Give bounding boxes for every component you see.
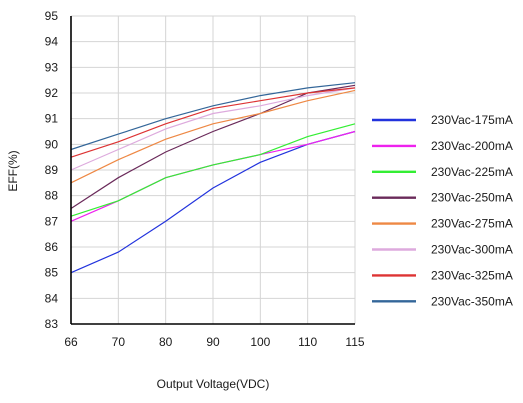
legend-label: 230Vac-225mA: [431, 165, 513, 179]
series-line-230vac-300ma: [70, 87, 356, 171]
y-tick-label: 87: [45, 214, 59, 228]
legend-item: 230Vac-325mA: [372, 268, 513, 282]
series-layer: [70, 82, 356, 274]
x-tick-label: 110: [298, 335, 317, 349]
legend-label: 230Vac-175mA: [431, 113, 513, 127]
y-tick-label: 83: [45, 317, 59, 331]
legend-item: 230Vac-200mA: [372, 139, 513, 153]
legend-label: 230Vac-350mA: [431, 294, 513, 308]
x-tick-label: 115: [345, 335, 364, 349]
x-tick-label: 80: [159, 335, 173, 349]
legend-label: 230Vac-325mA: [431, 268, 513, 282]
x-axis-title: Output Voltage(VDC): [157, 377, 270, 391]
grid-layer: [70, 15, 356, 325]
series-line-230vac-350ma: [70, 82, 356, 151]
x-tick-label: 100: [250, 335, 270, 349]
y-tick-label: 86: [45, 240, 59, 254]
legend-item: 230Vac-175mA: [372, 113, 513, 127]
legend-label: 230Vac-275mA: [431, 217, 513, 231]
legend-item: 230Vac-250mA: [372, 191, 513, 205]
series-line-230vac-225ma: [70, 123, 356, 217]
y-axis-title: EFF(%): [6, 150, 20, 191]
y-tick-label: 94: [45, 35, 59, 49]
x-tick-label: 70: [112, 335, 126, 349]
series-line-230vac-275ma: [70, 89, 356, 184]
legend-label: 230Vac-200mA: [431, 139, 513, 153]
tick-label-layer: 83 84 85 86 87 88 89 90 91 92 93 94 95 66 70 80 90 100 110…: [45, 9, 365, 349]
legend-item: 230Vac-225mA: [372, 165, 513, 179]
legend-label: 230Vac-300mA: [431, 243, 513, 257]
legend-label: 230Vac-250mA: [431, 191, 513, 205]
legend-item: 230Vac-300mA: [372, 243, 513, 257]
y-tick-label: 90: [45, 137, 59, 151]
y-tick-label: 85: [45, 266, 59, 280]
y-tick-label: 93: [45, 60, 59, 74]
y-tick-label: 88: [45, 189, 59, 203]
legend-item: 230Vac-275mA: [372, 217, 513, 231]
legend-item: 230Vac-350mA: [372, 294, 513, 308]
y-tick-label: 92: [45, 86, 59, 100]
x-tick-label: 66: [64, 335, 78, 349]
legend: 230Vac-175mA 230Vac-200mA 230Vac-225mA 230V…: [372, 113, 513, 308]
y-tick-label: 89: [45, 163, 59, 177]
series-line-230vac-325ma: [70, 87, 356, 158]
y-tick-label: 84: [45, 291, 59, 305]
axis-layer: [70, 16, 355, 325]
y-tick-label: 95: [45, 9, 59, 23]
x-tick-label: 90: [206, 335, 220, 349]
y-tick-label: 91: [45, 112, 59, 126]
